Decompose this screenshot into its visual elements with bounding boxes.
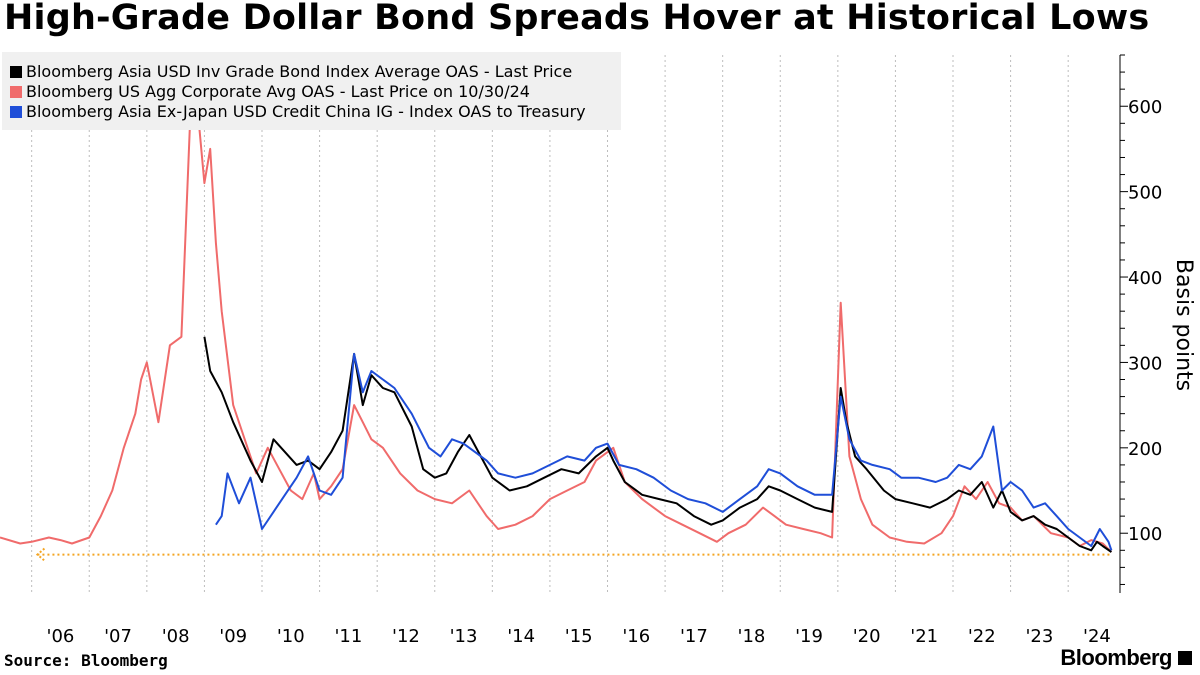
x-tick-label-21: '21 (910, 626, 938, 647)
grid-lines (31, 55, 1069, 593)
x-tick-label-20: '20 (853, 626, 881, 647)
brand-mark-icon (1178, 651, 1192, 665)
legend-label-china-ig: Bloomberg Asia Ex-Japan USD Credit China… (26, 102, 586, 121)
y-tick-label-400: 400 (1128, 268, 1162, 289)
x-tick-label-24: '24 (1083, 626, 1111, 647)
legend-item-us-agg: Bloomberg US Agg Corporate Avg OAS - Las… (10, 82, 530, 102)
x-tick-label-10: '10 (277, 626, 305, 647)
x-tick-label-08: '08 (162, 626, 190, 647)
y-tick-label-500: 500 (1128, 183, 1162, 204)
x-tick-label-06: '06 (47, 626, 75, 647)
legend-item-china-ig: Bloomberg Asia Ex-Japan USD Credit China… (10, 102, 586, 122)
series-layer (0, 88, 1113, 562)
brand-text: Bloomberg (1060, 645, 1172, 670)
x-tick-label-13: '13 (450, 626, 478, 647)
legend-swatch-china-ig (10, 106, 22, 118)
axes: '06 '07 '08 '09 '10 '11 '12 '13 '14 '15 '16 '17 '18 '… (47, 54, 1162, 647)
y-tick-label-300: 300 (1128, 353, 1162, 374)
x-tick-label-23: '23 (1025, 626, 1053, 647)
x-tick-label-11: '11 (334, 626, 362, 647)
x-tick-label-07: '07 (104, 626, 132, 647)
series-us-agg-line (0, 88, 1113, 553)
x-tick-label-14: '14 (507, 626, 535, 647)
chart-title: High-Grade Dollar Bond Spreads Hover at … (4, 0, 1150, 38)
source-note: Source: Bloomberg (4, 651, 168, 670)
bloomberg-logo: Bloomberg (1060, 645, 1192, 671)
x-tick-label-09: '09 (219, 626, 247, 647)
legend-swatch-asia-ig (10, 66, 22, 78)
legend: Bloomberg Asia USD Inv Grade Bond Index … (2, 52, 621, 130)
x-tick-label-22: '22 (968, 626, 996, 647)
y-tick-label-200: 200 (1128, 439, 1162, 460)
legend-label-asia-ig: Bloomberg Asia USD Inv Grade Bond Index … (26, 62, 573, 81)
reference-arrow (35, 547, 46, 562)
y-tick-label-600: 600 (1128, 97, 1162, 118)
x-tick-label-18: '18 (738, 626, 766, 647)
legend-swatch-us-agg (10, 86, 22, 98)
x-tick-label-12: '12 (392, 626, 420, 647)
series-asia-ig-line (203, 336, 1112, 553)
x-tick-label-19: '19 (795, 626, 823, 647)
legend-item-asia-ig: Bloomberg Asia USD Inv Grade Bond Index … (10, 62, 572, 82)
y-tick-label-100: 100 (1128, 524, 1162, 545)
x-tick-label-16: '16 (622, 626, 650, 647)
x-tick-label-15: '15 (565, 626, 593, 647)
series-china-ig-line (215, 352, 1113, 551)
y-axis-title: Basis points (1171, 259, 1196, 391)
legend-label-us-agg: Bloomberg US Agg Corporate Avg OAS - Las… (26, 82, 530, 101)
x-tick-label-17: '17 (680, 626, 708, 647)
